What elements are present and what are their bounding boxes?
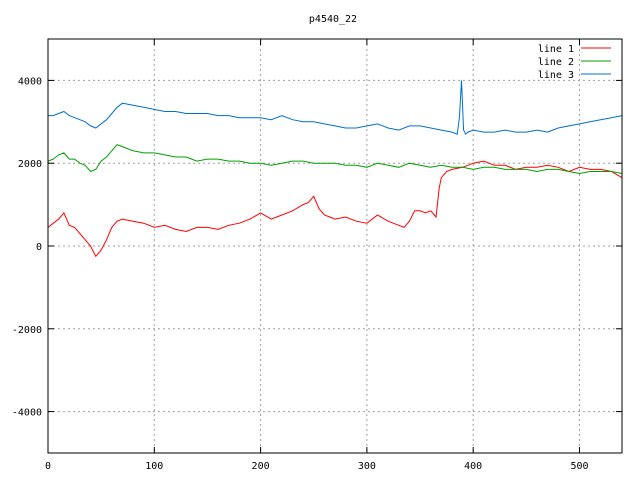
x-tick-label: 300 xyxy=(358,461,376,472)
y-tick-label: 2000 xyxy=(18,159,42,170)
legend-label: line 1 xyxy=(538,44,574,55)
chart-title: p4540_22 xyxy=(309,14,357,25)
legend: line 1 line 2 line 3 xyxy=(538,44,611,81)
series-line-1 xyxy=(47,160,623,258)
x-tick-label: 500 xyxy=(570,461,588,472)
series-line-3 xyxy=(48,80,623,136)
legend-label: line 2 xyxy=(538,57,574,68)
series-line-2 xyxy=(47,144,623,175)
tick-marks xyxy=(47,39,622,453)
legend-label: line 3 xyxy=(538,70,574,81)
x-tick-label: 0 xyxy=(45,461,51,472)
x-tick-label: 400 xyxy=(464,461,482,472)
x-tick-label: 200 xyxy=(252,461,270,472)
y-tick-labels: -4000 -2000 0 2000 4000 xyxy=(12,76,42,418)
grid-lines xyxy=(48,39,622,453)
y-tick-label: -2000 xyxy=(12,325,42,336)
y-tick-label: 4000 xyxy=(18,76,42,87)
y-tick-label: -4000 xyxy=(12,408,42,419)
y-tick-label: 0 xyxy=(36,242,42,253)
series-layer xyxy=(47,80,623,258)
x-tick-labels: 0 100 200 300 400 500 xyxy=(45,461,589,472)
x-tick-label: 100 xyxy=(145,461,163,472)
